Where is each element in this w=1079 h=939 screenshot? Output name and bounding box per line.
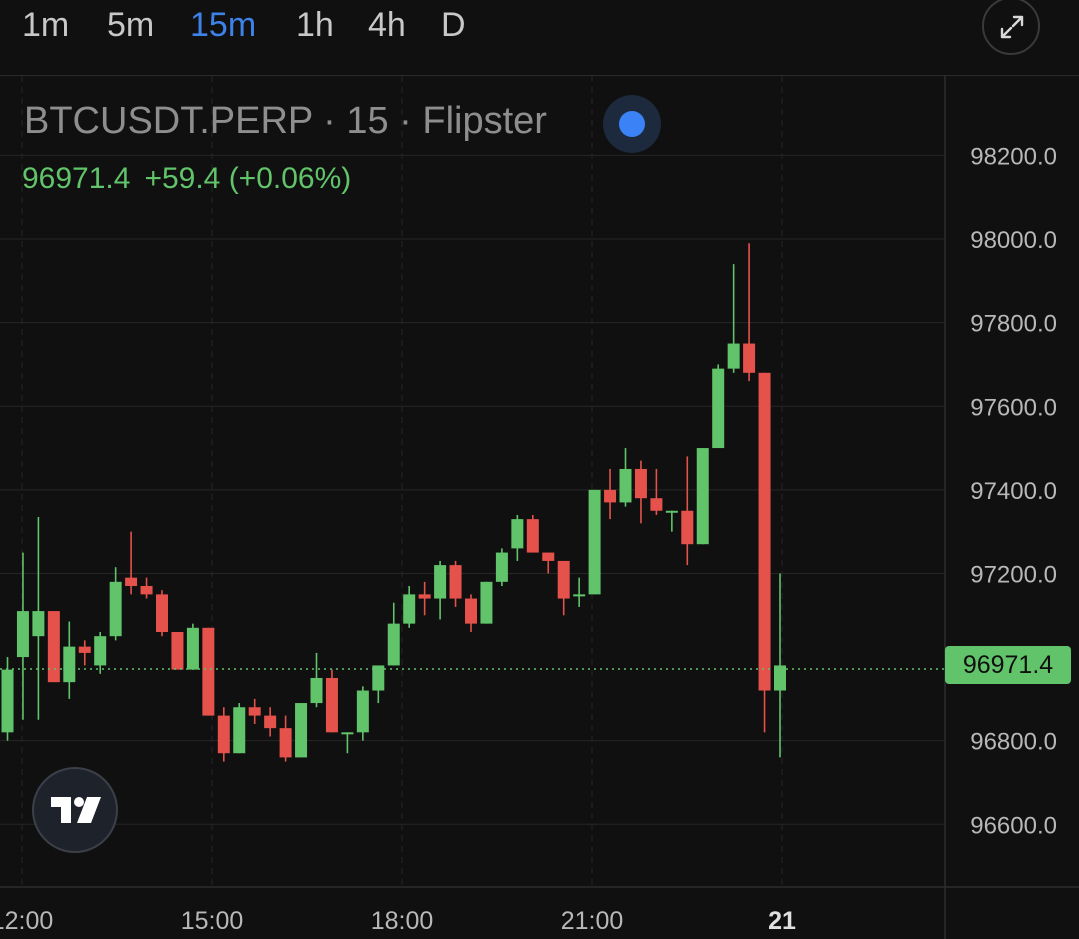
candle-body[interactable] (140, 586, 153, 595)
candle-body[interactable] (47, 611, 60, 683)
candle-body[interactable] (557, 560, 570, 599)
y-tick-label: 96600.0 (970, 812, 1057, 839)
last-price: 96971.4 (22, 162, 131, 195)
x-tick-label: 21 (768, 907, 796, 935)
y-tick-label: 97200.0 (970, 561, 1057, 588)
candle-body[interactable] (418, 594, 431, 599)
y-tick-label: 96800.0 (970, 729, 1057, 756)
y-tick-label: 97800.0 (970, 311, 1057, 338)
candle-body[interactable] (341, 732, 354, 735)
candle-body[interactable] (681, 510, 694, 545)
candle-body[interactable] (78, 646, 91, 653)
candle-body[interactable] (217, 715, 230, 754)
tradingview-logo-icon[interactable] (32, 767, 118, 853)
candle-body[interactable] (233, 707, 246, 754)
y-tick-label: 97600.0 (970, 394, 1057, 421)
candle-body[interactable] (171, 631, 184, 670)
candle-body[interactable] (16, 611, 29, 658)
candle-body[interactable] (449, 565, 462, 599)
candle-body[interactable] (1, 669, 14, 733)
candle-body[interactable] (480, 581, 493, 624)
candle-body[interactable] (573, 594, 586, 597)
candle-body[interactable] (712, 368, 725, 449)
current-price-label: 96971.4 (945, 646, 1071, 684)
x-tick-label: 15:00 (181, 907, 244, 935)
candle-body[interactable] (634, 468, 647, 499)
candle-body[interactable] (310, 677, 323, 704)
price-change: +59.4 (+0.06%) (144, 162, 352, 195)
candle-body[interactable] (372, 665, 385, 691)
candle-body[interactable] (63, 646, 76, 683)
y-tick-label: 98000.0 (970, 227, 1057, 254)
candle-body[interactable] (434, 565, 447, 599)
status-dot-icon[interactable] (603, 95, 661, 153)
candle-body[interactable] (125, 577, 138, 587)
x-tick-label: 21:00 (561, 907, 624, 935)
candle-body[interactable] (743, 343, 756, 373)
candle-body[interactable] (264, 715, 277, 729)
x-tick-label: 12:00 (0, 907, 53, 935)
candle-body[interactable] (295, 703, 308, 758)
candle-body[interactable] (32, 611, 45, 637)
candle-body[interactable] (109, 581, 122, 637)
candle-body[interactable] (774, 665, 786, 691)
timeframe-15m[interactable]: 15m (190, 6, 257, 44)
candle-body[interactable] (94, 636, 107, 666)
timeframe-1h[interactable]: 1h (296, 6, 334, 44)
timeframe-5m[interactable]: 5m (107, 6, 155, 44)
candle-body[interactable] (619, 468, 632, 503)
candle-body[interactable] (465, 598, 477, 624)
fullscreen-button[interactable] (982, 0, 1040, 55)
candle-body[interactable] (325, 677, 338, 733)
timeframe-d[interactable]: D (441, 6, 466, 44)
y-tick-label: 97400.0 (970, 478, 1057, 505)
candle-body[interactable] (727, 343, 740, 369)
candle-body[interactable] (511, 519, 524, 549)
expand-arrows-icon (1000, 15, 1024, 39)
symbol-title: BTCUSDT.PERP · 15 · Flipster (24, 100, 547, 142)
price-quote: 96971.4 +59.4 (+0.06%) (22, 162, 351, 196)
candle-body[interactable] (186, 627, 199, 670)
candle-body[interactable] (696, 448, 709, 545)
y-tick-label: 98200.0 (970, 143, 1057, 170)
candle-body[interactable] (542, 552, 555, 561)
timeframe-1m[interactable]: 1m (22, 6, 70, 44)
candle-body[interactable] (202, 627, 215, 716)
timeframe-4h[interactable]: 4h (368, 6, 406, 44)
candle-body[interactable] (495, 552, 508, 582)
candle-body[interactable] (248, 707, 261, 716)
x-tick-label: 18:00 (371, 907, 434, 935)
candle-body[interactable] (403, 594, 416, 624)
candle-body[interactable] (650, 498, 663, 511)
candle-body[interactable] (156, 594, 168, 632)
candle-body[interactable] (665, 510, 678, 513)
candle-body[interactable] (604, 489, 617, 503)
candle-body[interactable] (758, 372, 771, 691)
candle-body[interactable] (526, 519, 539, 553)
candle-body[interactable] (387, 623, 400, 666)
timeframe-toolbar: 1m 5m 15m 1h 4h D (0, 0, 1079, 76)
candle-body[interactable] (356, 690, 369, 733)
candle-body[interactable] (279, 728, 292, 758)
candle-body[interactable] (588, 489, 601, 595)
